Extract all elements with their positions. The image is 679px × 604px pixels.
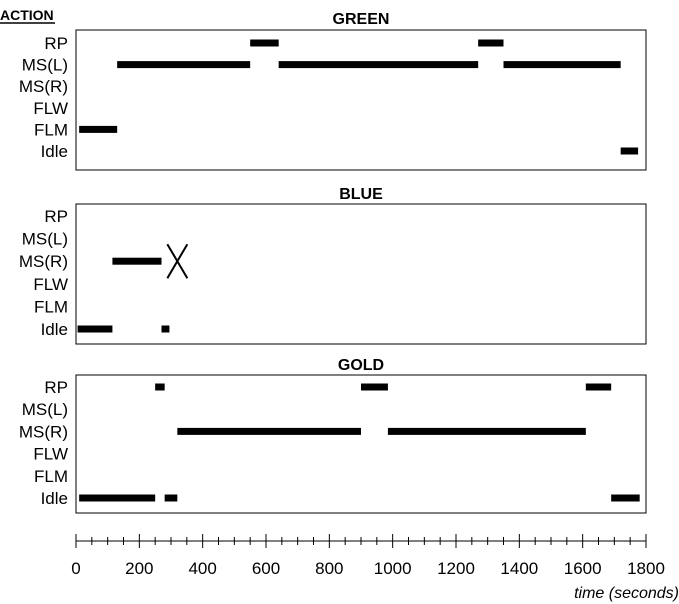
x-tick-label-0: 0: [71, 559, 80, 578]
x-tick-label-1200: 1200: [437, 559, 475, 578]
segment-blue-0: [77, 325, 113, 333]
y-label-gold-flm: FLM: [34, 467, 68, 486]
panel-blue: BLUE RP MS(L) MS(R) FLW FLM Idle: [19, 186, 647, 345]
segment-green-1: [117, 61, 251, 69]
y-label-gold-idle: Idle: [41, 489, 68, 508]
segment-gold-7: [611, 494, 640, 502]
x-marker-blue-0: [166, 243, 189, 279]
y-label-green-rp: RP: [44, 34, 68, 53]
panel-title-gold: GOLD: [338, 357, 384, 374]
segment-green-4: [478, 39, 504, 47]
x-tick-label-1800: 1800: [627, 559, 665, 578]
segment-gold-2: [164, 494, 178, 502]
x-tick-label-400: 400: [188, 559, 216, 578]
segment-green-0: [79, 125, 118, 133]
x-tick-label-1600: 1600: [564, 559, 602, 578]
y-label-gold-msl: MS(L): [22, 400, 68, 419]
y-label-gold-rp: RP: [44, 378, 68, 397]
y-label-green-flw: FLW: [33, 99, 68, 118]
segment-gold-6: [585, 383, 612, 391]
y-label-gold-msr: MS(R): [19, 422, 68, 441]
panel-frame-green: [75, 29, 647, 171]
y-label-blue-idle: Idle: [41, 320, 68, 339]
y-label-blue-flw: FLW: [33, 275, 68, 294]
y-label-blue-msl: MS(L): [22, 230, 68, 249]
y-label-green-idle: Idle: [41, 142, 68, 161]
segment-green-6: [620, 147, 639, 155]
segment-gold-4: [361, 383, 388, 391]
y-label-blue-rp: RP: [44, 207, 68, 226]
y-label-green-msr: MS(R): [19, 77, 68, 96]
y-label-green-msl: MS(L): [22, 56, 68, 75]
x-axis-label: time (seconds): [574, 585, 679, 602]
segment-gold-1: [155, 383, 165, 391]
segment-green-2: [250, 39, 279, 47]
panel-green: GREEN RP MS(L) MS(R) FLW FLM Idle: [19, 11, 647, 171]
x-tick-label-1000: 1000: [374, 559, 412, 578]
x-tick-label-1400: 1400: [500, 559, 538, 578]
y-label-green-flm: FLM: [34, 120, 68, 139]
panel-gold: GOLD RP MS(L) MS(R) FLW FLM Idle: [19, 357, 647, 514]
x-tick-label-800: 800: [315, 559, 343, 578]
x-tick-label-200: 200: [125, 559, 153, 578]
x-axis: 0 200 400 600 800 1000 1200 1400 1600 1800: [71, 534, 665, 578]
panel-frame-gold: [75, 374, 647, 514]
panel-title-blue: BLUE: [339, 186, 383, 203]
segment-blue-2: [161, 325, 170, 333]
segment-green-5: [503, 61, 621, 69]
panel-frame-blue: [75, 203, 647, 345]
panel-title-green: GREEN: [333, 11, 390, 28]
segment-gold-0: [79, 494, 156, 502]
segment-gold-3: [177, 427, 361, 435]
y-label-blue-flm: FLM: [34, 297, 68, 316]
segment-green-3: [278, 61, 479, 69]
segment-blue-1: [112, 257, 162, 265]
y-label-blue-msr: MS(R): [19, 252, 68, 271]
y-label-gold-flw: FLW: [33, 445, 68, 464]
action-header: ACTION: [0, 7, 54, 23]
x-tick-label-600: 600: [252, 559, 280, 578]
segment-gold-5: [387, 427, 586, 435]
